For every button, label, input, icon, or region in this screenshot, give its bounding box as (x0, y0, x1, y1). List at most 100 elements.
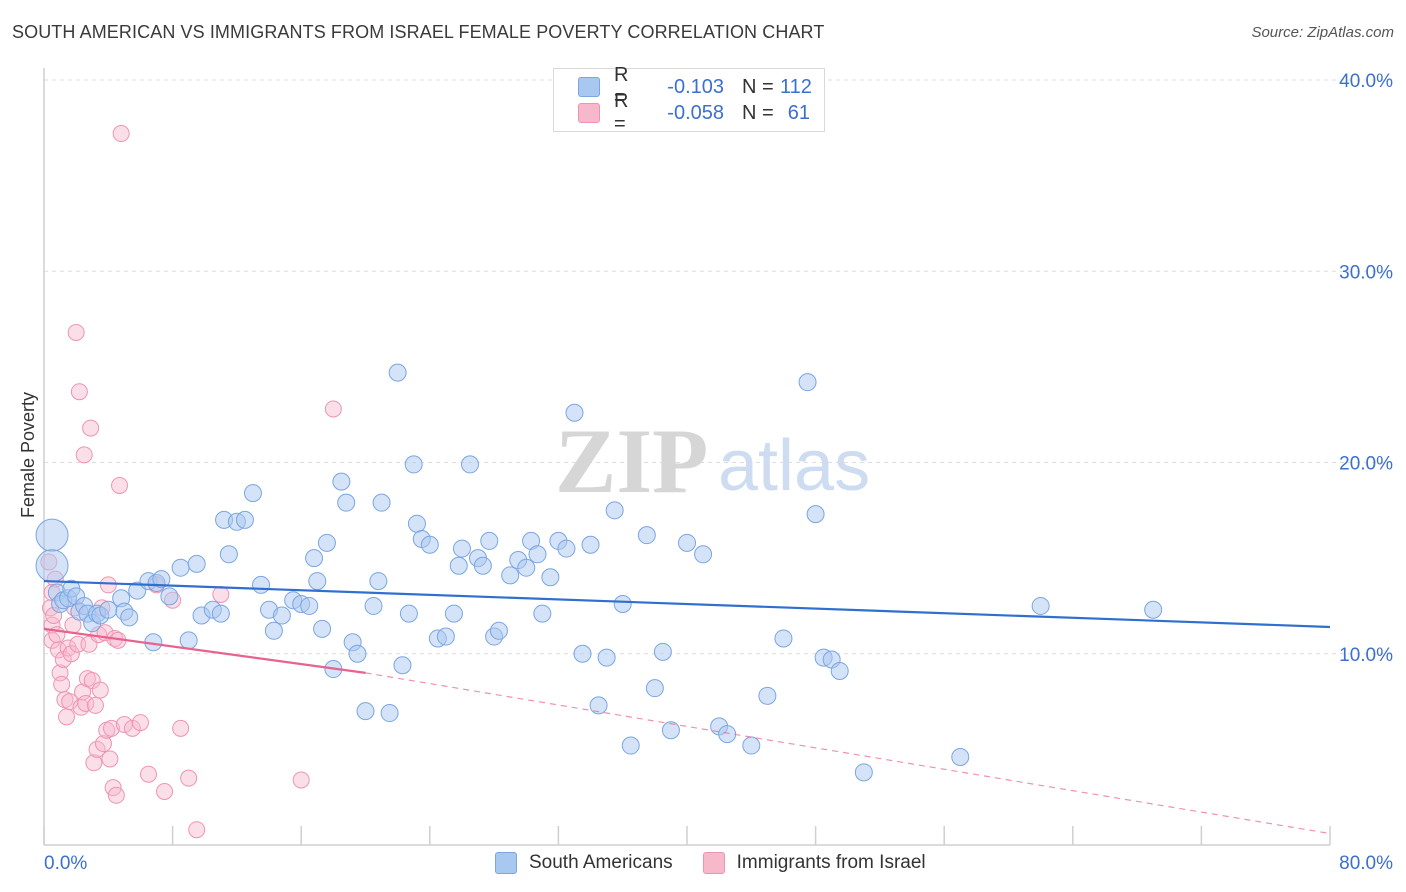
data-point-south-american (581, 535, 600, 554)
n-label: N = (742, 101, 774, 124)
data-point-israel (324, 400, 342, 418)
data-point-south-american (388, 363, 407, 382)
legend-row-south-americans: R = -0.103 N = 112 (578, 64, 812, 109)
data-point-israel (75, 446, 93, 464)
data-point-israel (88, 740, 106, 758)
tick-labels: 10.0% 20.0% 30.0% 40.0% 0.0% 80.0% (44, 71, 1393, 874)
data-point-south-american (480, 531, 499, 550)
correlation-legend: R = -0.103 N = 112 R = -0.058 N = 61 (553, 64, 825, 135)
data-point-south-american (533, 604, 552, 623)
data-point-south-american (798, 373, 817, 392)
legend-swatch-pink (702, 852, 725, 874)
data-point-south-american (35, 549, 69, 583)
data-point-israel (111, 476, 129, 494)
data-point-south-american (460, 455, 479, 474)
data-point-south-american (742, 736, 761, 755)
chart-title: SOUTH AMERICAN VS IMMIGRANTS FROM ISRAEL… (12, 22, 825, 42)
data-point-israel (99, 576, 117, 594)
n-label: N = (742, 75, 774, 98)
data-point-south-american (160, 587, 179, 606)
data-point-south-american (661, 721, 680, 740)
r-label: R = (614, 64, 629, 109)
data-point-israel (67, 323, 85, 341)
data-point-south-american (317, 533, 336, 552)
data-point-south-american (187, 554, 206, 573)
data-point-israel (112, 125, 130, 143)
data-point-south-american (613, 595, 632, 614)
data-point-south-american (449, 556, 468, 575)
data-point-south-american (517, 558, 536, 577)
data-point-south-american (420, 535, 439, 554)
r-value: -0.103 (667, 75, 724, 98)
data-point-south-american (444, 604, 463, 623)
data-point-israel (101, 750, 119, 768)
data-point-south-american (369, 572, 388, 591)
watermark: ZIP atlas (555, 410, 870, 512)
data-point-israel (94, 735, 112, 753)
data-point-israel (292, 771, 310, 789)
data-point-south-american (694, 545, 713, 564)
r-value: -0.058 (667, 101, 724, 124)
data-point-south-american (252, 575, 271, 594)
data-point-south-american (489, 621, 508, 640)
data-point-south-american (404, 455, 423, 474)
source-label: Source: ZipAtlas.com (1251, 24, 1394, 41)
data-point-south-american (380, 704, 399, 723)
trend-line-south-americans (43, 579, 1331, 629)
data-point-south-american (774, 629, 793, 648)
data-point-south-american (152, 570, 171, 589)
data-point-israel (70, 383, 88, 401)
legend-item-israel[interactable]: Immigrants from Israel (702, 852, 926, 874)
y-tick-label: 30.0% (1339, 262, 1393, 283)
data-point-south-american (573, 644, 592, 663)
trend-line-israel (43, 627, 366, 674)
legend-label: South Americans (529, 852, 673, 873)
data-point-south-american (399, 604, 418, 623)
x-tick-label: 0.0% (44, 853, 87, 874)
trend-line-israel-extension (365, 672, 1331, 835)
south-american-points (35, 363, 1163, 782)
legend-item-south-americans[interactable]: South Americans (495, 852, 673, 874)
watermark-atlas: atlas (718, 426, 870, 506)
data-point-south-american (452, 539, 471, 558)
legend-row-israel: R = -0.058 N = 61 (578, 90, 810, 135)
grid-lines (44, 79, 1392, 655)
watermark-zip: ZIP (555, 410, 708, 512)
data-point-south-american (621, 736, 640, 755)
legend-swatch-blue (495, 852, 517, 874)
data-point-south-american (308, 572, 327, 591)
data-point-israel (59, 639, 77, 657)
data-point-south-american (348, 644, 367, 663)
data-point-israel (139, 765, 157, 783)
data-point-south-american (678, 533, 696, 552)
data-point-israel (107, 786, 125, 804)
data-point-south-american (528, 545, 547, 564)
data-point-south-american (35, 518, 69, 552)
data-point-south-american (758, 686, 777, 705)
data-point-south-american (557, 539, 576, 558)
data-point-israel (172, 719, 190, 737)
data-point-south-american (806, 505, 825, 524)
data-point-south-american (171, 558, 190, 577)
data-point-south-american (830, 661, 849, 680)
data-point-south-american (436, 627, 455, 646)
data-point-israel (85, 754, 103, 772)
data-point-israel (58, 708, 76, 726)
data-point-south-american (272, 606, 291, 625)
data-point-south-american (364, 596, 383, 615)
data-point-israel (180, 769, 198, 787)
data-point-south-american (605, 501, 624, 520)
data-point-south-american (337, 493, 356, 512)
data-point-israel (103, 719, 121, 737)
y-tick-label: 20.0% (1339, 454, 1393, 475)
data-point-south-american (473, 556, 492, 575)
data-point-israel (212, 585, 230, 603)
data-point-south-american (597, 648, 616, 667)
data-point-south-american (332, 472, 351, 491)
data-point-israel (53, 675, 71, 693)
israel-points (40, 125, 342, 839)
legend-swatch-blue (578, 77, 600, 97)
data-point-israel (62, 645, 80, 663)
data-point-south-american (407, 514, 426, 533)
data-point-south-american (305, 549, 324, 568)
